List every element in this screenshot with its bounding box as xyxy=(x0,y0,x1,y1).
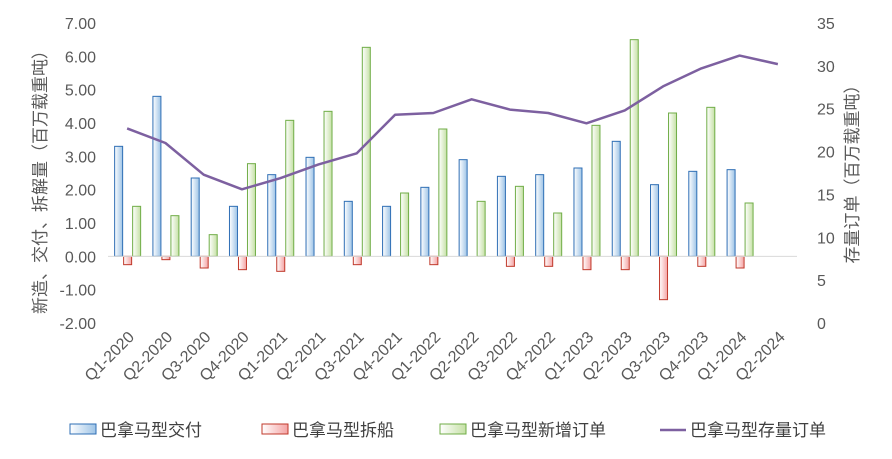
bar-new-order xyxy=(668,112,678,257)
right-axis-title: 存量订单（百万载重吨） xyxy=(843,77,863,264)
bar-delivery xyxy=(458,159,468,257)
bar-demolition xyxy=(429,255,439,266)
bar-delivery xyxy=(496,175,506,257)
bar-demolition xyxy=(620,255,630,271)
bar-new-order xyxy=(323,110,333,257)
bar-delivery xyxy=(114,145,124,257)
bar-delivery xyxy=(267,174,277,257)
left-axis-ticks: 7.00 6.00 5.00 4.00 3.00 2.00 1.00 0.00 -1.00 -2.… xyxy=(60,16,97,333)
bar-new-order xyxy=(400,192,410,257)
bar-delivery xyxy=(190,177,200,257)
right-tick-label: 25 xyxy=(817,102,835,119)
bar-delivery xyxy=(726,169,736,257)
bar-delivery xyxy=(611,140,621,257)
bar-new-order xyxy=(553,212,563,257)
legend-label: 巴拿马型交付 xyxy=(100,420,202,441)
bar-new-order xyxy=(285,119,295,257)
legend-label: 巴拿马型拆船 xyxy=(292,420,394,441)
right-axis-ticks: 35 30 25 20 15 10 5 0 xyxy=(817,16,835,333)
left-tick-label: -2.00 xyxy=(60,316,97,333)
bar-new-order xyxy=(132,205,142,257)
left-tick-label: 4.00 xyxy=(65,116,96,133)
left-axis-title: 新造、交付、拆解量（百万载重吨） xyxy=(31,42,51,314)
bar-delivery xyxy=(228,205,238,257)
bar-delivery xyxy=(420,186,430,257)
bar-delivery xyxy=(305,156,315,257)
right-tick-label: 15 xyxy=(817,187,835,204)
bar-delivery xyxy=(650,184,660,257)
right-tick-label: 5 xyxy=(817,273,826,290)
bar-new-order xyxy=(438,128,448,257)
bar-demolition xyxy=(735,255,745,269)
right-tick-label: 30 xyxy=(817,59,835,76)
legend-label: 巴拿马型新增订单 xyxy=(470,420,606,441)
bar-new-order xyxy=(514,185,524,257)
left-tick-label: 7.00 xyxy=(65,16,96,33)
plot-area xyxy=(108,39,797,301)
left-tick-label: 5.00 xyxy=(65,83,96,100)
legend-swatch xyxy=(439,423,467,435)
left-tick-label: 2.00 xyxy=(65,183,96,200)
legend: 巴拿马型交付 巴拿马型拆船 巴拿马型新增订单 巴拿马型存量订单 xyxy=(69,420,826,441)
bar-demolition xyxy=(276,255,286,272)
bar-demolition xyxy=(123,255,133,266)
category-axis-labels: Q1-2020Q2-2020Q3-2020Q4-2020Q1-2021Q2-20… xyxy=(82,329,789,385)
bar-new-order xyxy=(629,39,639,257)
bar-demolition xyxy=(352,255,362,266)
right-tick-label: 35 xyxy=(817,16,835,33)
right-tick-label: 20 xyxy=(817,145,835,162)
bar-demolition xyxy=(659,255,669,301)
bar-new-order xyxy=(208,234,218,257)
bar-delivery xyxy=(382,205,392,257)
bar-demolition xyxy=(505,255,515,267)
bar-new-order xyxy=(591,124,601,257)
bar-demolition xyxy=(199,255,209,269)
bar-delivery xyxy=(688,170,698,257)
left-tick-label: 6.00 xyxy=(65,49,96,66)
bar-new-order xyxy=(170,215,180,257)
bar-new-order xyxy=(361,46,371,257)
bar-demolition xyxy=(582,255,592,271)
right-tick-label: 0 xyxy=(817,316,826,333)
legend-label: 巴拿马型存量订单 xyxy=(690,420,826,441)
left-tick-label: 3.00 xyxy=(65,149,96,166)
legend-swatch xyxy=(69,423,97,435)
left-tick-label: -1.00 xyxy=(60,283,97,300)
bar-new-order xyxy=(476,200,486,257)
bar-delivery xyxy=(535,174,545,257)
bar-delivery xyxy=(343,200,353,257)
bar-new-order xyxy=(744,202,754,257)
left-tick-label: 1.00 xyxy=(65,216,96,233)
bar-demolition xyxy=(544,255,554,267)
bar-new-order xyxy=(246,163,256,257)
bar-demolition xyxy=(237,255,247,271)
bar-delivery xyxy=(152,95,162,257)
right-tick-label: 10 xyxy=(817,230,835,247)
line-orderbook xyxy=(126,54,779,191)
bar-delivery xyxy=(573,167,583,257)
legend-swatch xyxy=(261,423,289,435)
left-tick-label: 0.00 xyxy=(65,249,96,266)
bar-demolition xyxy=(697,255,707,267)
bar-new-order xyxy=(706,106,716,257)
